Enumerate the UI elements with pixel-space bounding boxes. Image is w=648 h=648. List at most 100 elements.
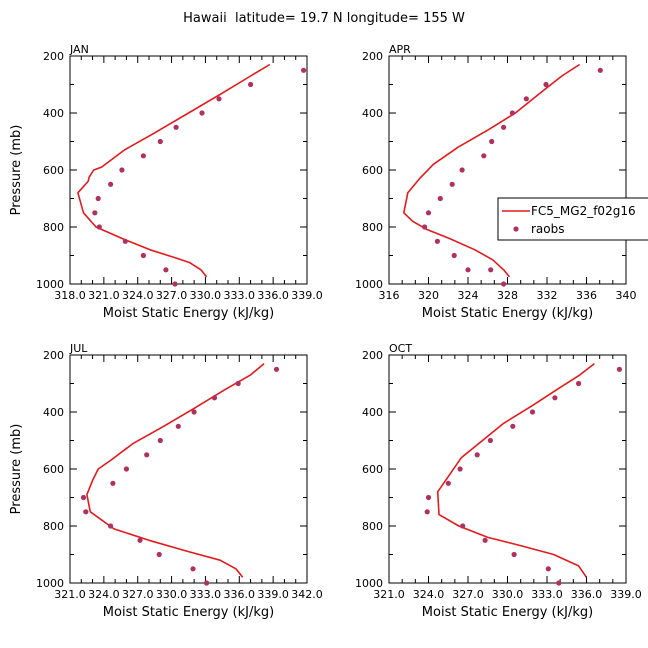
legend-obs-label: raobs: [531, 222, 565, 236]
obs-point: [144, 452, 150, 458]
y-tick-label: 1000: [355, 278, 383, 291]
panel-oct: OCT 321.0 324.0 327.0 330.0 333.0 336.0 339.0 20…: [355, 342, 642, 620]
obs-point: [110, 480, 116, 486]
legend-box: [497, 197, 648, 241]
y-tick-label: 800: [43, 221, 64, 234]
obs-point: [509, 110, 515, 116]
obs-point: [140, 252, 146, 259]
obs-point: [597, 67, 603, 73]
y-axis-label: Pressure (mb): [9, 125, 24, 216]
obs-point: [460, 523, 466, 529]
obs-point: [95, 195, 101, 202]
obs-point: [457, 466, 463, 472]
obs-point: [510, 423, 516, 429]
y-tick-label: 800: [362, 221, 383, 234]
obs-point: [235, 380, 241, 387]
obs-point: [474, 452, 480, 458]
obs-point: [543, 81, 549, 88]
panel-title: APR: [389, 43, 411, 56]
x-tick-label: 327.0: [122, 588, 154, 601]
obs-point: [156, 551, 162, 558]
x-tick-label: 332: [537, 289, 558, 302]
obs-point: [83, 509, 89, 515]
panel-apr: APR 316 320 324 328 332 336 340 200 400 600 800 1000…: [355, 43, 637, 321]
obs-point: [425, 494, 432, 501]
obs-point: [523, 96, 529, 102]
plot-frame: [69, 55, 308, 285]
x-tick-label: 333.0: [531, 588, 563, 601]
y-tick-label: 1000: [355, 577, 383, 590]
obs-point: [481, 153, 487, 159]
obs-point: [273, 366, 280, 372]
figure-title: Hawaii latitude= 19.7 N longitude= 155 W: [183, 11, 465, 26]
obs-point: [459, 167, 465, 173]
obs-point: [487, 437, 493, 444]
obs-point: [556, 580, 562, 586]
x-tick-label: 321.0: [373, 588, 405, 601]
x-tick-label: 336.0: [257, 289, 289, 302]
model-line: [402, 63, 581, 278]
obs-point: [175, 423, 181, 429]
x-tick-label: 330.0: [492, 588, 524, 601]
obs-point: [424, 509, 430, 515]
panel-title: JAN: [69, 43, 89, 56]
y-tick-label: 400: [362, 406, 383, 419]
panel-jan: JAN 318.0 321.0 324.0 327.0 330.0 333.0 336.0 33…: [9, 43, 323, 321]
x-tick-label: 324.0: [122, 289, 154, 302]
obs-point: [92, 210, 98, 216]
obs-point: [576, 380, 582, 387]
x-tick-label: 330.0: [190, 289, 222, 302]
y-axis-label: Pressure (mb): [9, 424, 24, 515]
x-tick-label: 327.0: [452, 588, 484, 601]
x-axis-label: Moist Static Energy (kJ/kg): [422, 605, 593, 620]
x-tick-label: 324: [458, 289, 479, 302]
x-tick-label: 333.0: [224, 289, 256, 302]
obs-point: [123, 466, 129, 472]
x-tick-label: 336.0: [224, 588, 256, 601]
obs-point: [501, 281, 507, 287]
obs-point: [545, 566, 551, 572]
obs-point: [216, 96, 222, 102]
obs-point: [529, 409, 536, 415]
panel-jul: JUL 321.0 324.0 327.0 330.0 333.0 336.0 339.0 34…: [9, 342, 323, 620]
obs-point: [157, 437, 163, 444]
obs-point: [489, 138, 495, 145]
obs-point: [80, 494, 87, 501]
obs-point: [488, 267, 494, 273]
y-tick-label: 200: [43, 50, 64, 63]
panel-title: OCT: [389, 342, 412, 355]
panel-title: JUL: [69, 342, 88, 355]
plot-frame: [69, 354, 308, 584]
obs-point: [501, 124, 507, 130]
obs-point: [122, 238, 128, 244]
obs-point: [119, 167, 125, 173]
obs-point: [199, 110, 205, 116]
x-tick-label: 321.0: [54, 588, 86, 601]
obs-point: [191, 409, 197, 415]
x-axis-label: Moist Static Energy (kJ/kg): [422, 306, 593, 321]
y-tick-label: 200: [43, 349, 64, 362]
obs-point: [482, 537, 488, 543]
obs-point: [465, 267, 471, 273]
x-tick-label: 342.0: [291, 588, 323, 601]
y-tick-label: 600: [43, 463, 64, 476]
obs-point: [449, 181, 455, 187]
x-tick-label: 330.0: [156, 588, 188, 601]
obs-point: [108, 523, 114, 529]
model-line: [86, 362, 265, 578]
x-tick-label: 336: [576, 289, 597, 302]
obs-point: [552, 395, 558, 401]
x-tick-label: 324.0: [413, 588, 445, 601]
legend-model-label: FC5_MG2_f02g16: [531, 204, 636, 218]
y-tick-label: 600: [362, 463, 383, 476]
obs-point: [211, 395, 218, 401]
x-tick-label: 324.0: [88, 588, 120, 601]
obs-point: [248, 81, 254, 88]
obs-point: [511, 551, 517, 558]
plot-frame: [388, 55, 627, 285]
x-tick-label: 316: [379, 289, 400, 302]
obs-point: [616, 366, 623, 372]
x-tick-label: 327.0: [156, 289, 188, 302]
